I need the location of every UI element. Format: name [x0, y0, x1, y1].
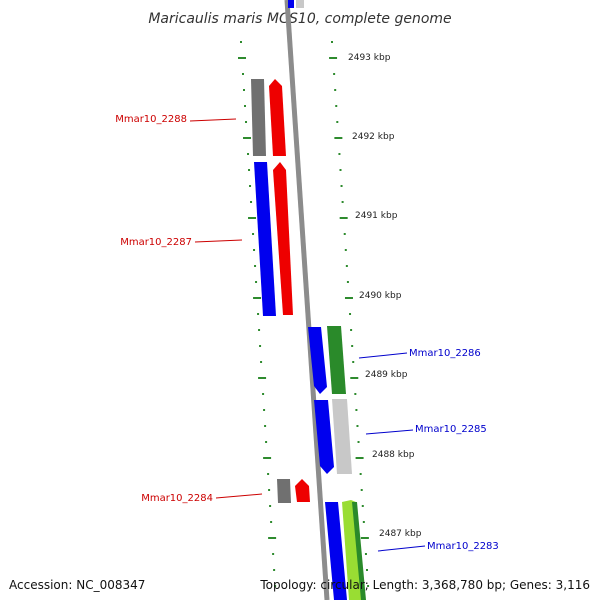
accession-text: Accession: NC_008347	[9, 578, 146, 592]
gene-block-mmar10-2283-blue[interactable]	[325, 502, 347, 600]
gene-label-mmar10-2283[interactable]: Mmar10_2283	[427, 541, 499, 552]
scale-label-2487: 2487 kbp	[379, 529, 422, 539]
leader-line-mmar10-2288	[189, 118, 237, 122]
gene-block-mmar10-2284-gray[interactable]	[277, 479, 291, 503]
gene-block-mmar10-2286-green[interactable]	[327, 326, 346, 394]
topology-text: Topology: circular; Length: 3,368,780 bp…	[260, 578, 590, 592]
leader-line-mmar10-2283	[377, 545, 426, 552]
gene-block-mmar10-2287-red[interactable]	[273, 162, 293, 315]
leader-line-mmar10-2287	[194, 239, 243, 243]
map-title: Maricaulis maris MCS10, complete genome	[148, 11, 451, 27]
tick-marks	[238, 41, 370, 587]
gene-label-mmar10-2287[interactable]: Mmar10_2287	[120, 237, 192, 248]
gene-block-mmar10-2285-blue[interactable]	[314, 400, 334, 474]
gene-block-mmar10-2286-blue[interactable]	[308, 327, 327, 394]
genome-backbone	[284, 0, 330, 600]
gene-label-mmar10-2284[interactable]: Mmar10_2284	[141, 493, 213, 504]
gene-block-top-blue[interactable]	[288, 0, 294, 8]
scale-label-2492: 2492 kbp	[352, 132, 395, 142]
scale-label-2493: 2493 kbp	[348, 53, 391, 63]
leader-line-mmar10-2284	[215, 493, 263, 499]
scale-label-2491: 2491 kbp	[355, 211, 398, 221]
gene-block-mmar10-2288-red[interactable]	[269, 79, 286, 156]
gene-block-mmar10-2288-gray[interactable]	[251, 79, 266, 156]
gene-block-mmar10-2283-green[interactable]	[352, 502, 366, 600]
scale-label-2488: 2488 kbp	[372, 450, 415, 460]
gene-label-mmar10-2288[interactable]: Mmar10_2288	[115, 114, 187, 125]
gene-label-mmar10-2286[interactable]: Mmar10_2286	[409, 348, 481, 359]
gene-label-mmar10-2285[interactable]: Mmar10_2285	[415, 424, 487, 435]
gene-block-mmar10-2285-gray[interactable]	[332, 399, 352, 474]
scale-label-2490: 2490 kbp	[359, 291, 402, 301]
gene-block-mmar10-2287-blue[interactable]	[254, 162, 276, 316]
gene-block-mmar10-2284-red[interactable]	[295, 479, 310, 502]
leader-line-mmar10-2285	[365, 429, 414, 435]
gene-block-top-gray[interactable]	[296, 0, 304, 8]
scale-label-2489: 2489 kbp	[365, 370, 408, 380]
leader-line-mmar10-2286	[358, 352, 408, 359]
